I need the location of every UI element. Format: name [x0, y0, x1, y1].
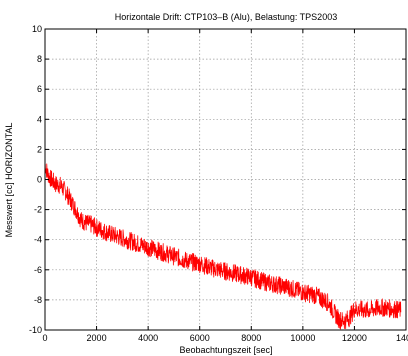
- y-axis-ticks: -10 -8 -6 -4 -2 0 2 4 6 8 10: [29, 24, 406, 335]
- y-tick-label: -4: [34, 235, 42, 245]
- x-tick-label: 0: [42, 333, 47, 343]
- x-tick-label: 8000: [241, 333, 261, 343]
- y-tick-label: 8: [37, 54, 42, 64]
- x-tick-label: 10000: [290, 333, 315, 343]
- y-tick-label: -2: [34, 205, 42, 215]
- x-tick-label: 6000: [190, 333, 210, 343]
- grid: [45, 29, 406, 330]
- chart-title: Horizontale Drift: CTP103–B (Alu), Belas…: [115, 12, 337, 22]
- y-tick-label: 6: [37, 84, 42, 94]
- x-tick-label: 2000: [87, 333, 107, 343]
- y-axis-title: Messwert [cc] HORIZONTAL: [4, 123, 14, 238]
- series-layer: [44, 163, 402, 330]
- x-tick-label: 12000: [342, 333, 367, 343]
- y-tick-label: 4: [37, 114, 42, 124]
- y-tick-label: -8: [34, 295, 42, 305]
- series-line: [44, 163, 402, 330]
- x-axis-title: Beobachtungszeit [sec]: [179, 345, 272, 355]
- plot-area: [45, 29, 406, 330]
- y-tick-label: 0: [37, 175, 42, 185]
- y-tick-label: 10: [32, 24, 42, 34]
- x-tick-label: 4000: [138, 333, 158, 343]
- x-tick-label: 1400: [396, 333, 408, 343]
- y-tick-label: -6: [34, 265, 42, 275]
- y-tick-label: -10: [29, 325, 42, 335]
- y-tick-label: 2: [37, 144, 42, 154]
- x-axis-ticks: 0 2000 4000 6000 8000 10000 12000 1400: [42, 29, 408, 343]
